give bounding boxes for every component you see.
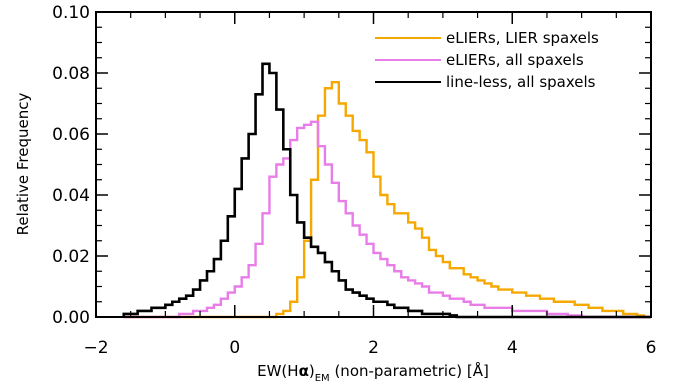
series-line-3 [122,62,651,319]
series-line-2 [123,120,651,319]
x-label-suffix: (non-parametric) [Å] [330,361,489,380]
x-label-alpha: α [299,362,309,380]
y-tick-label: 0.10 [52,3,90,23]
y-tick-label: 0.00 [52,308,90,328]
x-tick-label: 6 [646,338,657,358]
legend-label-3: line-less, all spaxels [446,73,596,91]
y-tick-label: 0.06 [52,125,90,145]
legend: eLIERs, LIER spaxels eLIERs, all spaxels l… [375,29,599,91]
legend-label-1: eLIERs, LIER spaxels [446,29,599,47]
x-tick-label: 0 [229,338,240,358]
x-tick-label: −2 [83,338,108,358]
y-axis-label: Relative Frequency [14,93,32,236]
series-layer [122,62,651,319]
tick-layer: −2 0 2 4 6 0.00 0.02 0.04 0.06 0.08 0.10 [52,3,656,358]
x-tick-label: 2 [368,338,379,358]
y-tick-label: 0.04 [52,186,90,206]
x-tick-label: 4 [507,338,518,358]
y-tick-label: 0.08 [52,64,90,84]
y-tick-label: 0.02 [52,247,90,267]
series-line-1 [123,80,651,319]
x-label-subscript: EM [315,373,330,384]
x-label-prefix: EW(H [257,362,298,380]
legend-label-2: eLIERs, all spaxels [446,51,584,69]
x-axis-label: EW(Hα)EM (non-parametric) [Å] [257,361,489,384]
x-label-close: ) [309,362,315,380]
